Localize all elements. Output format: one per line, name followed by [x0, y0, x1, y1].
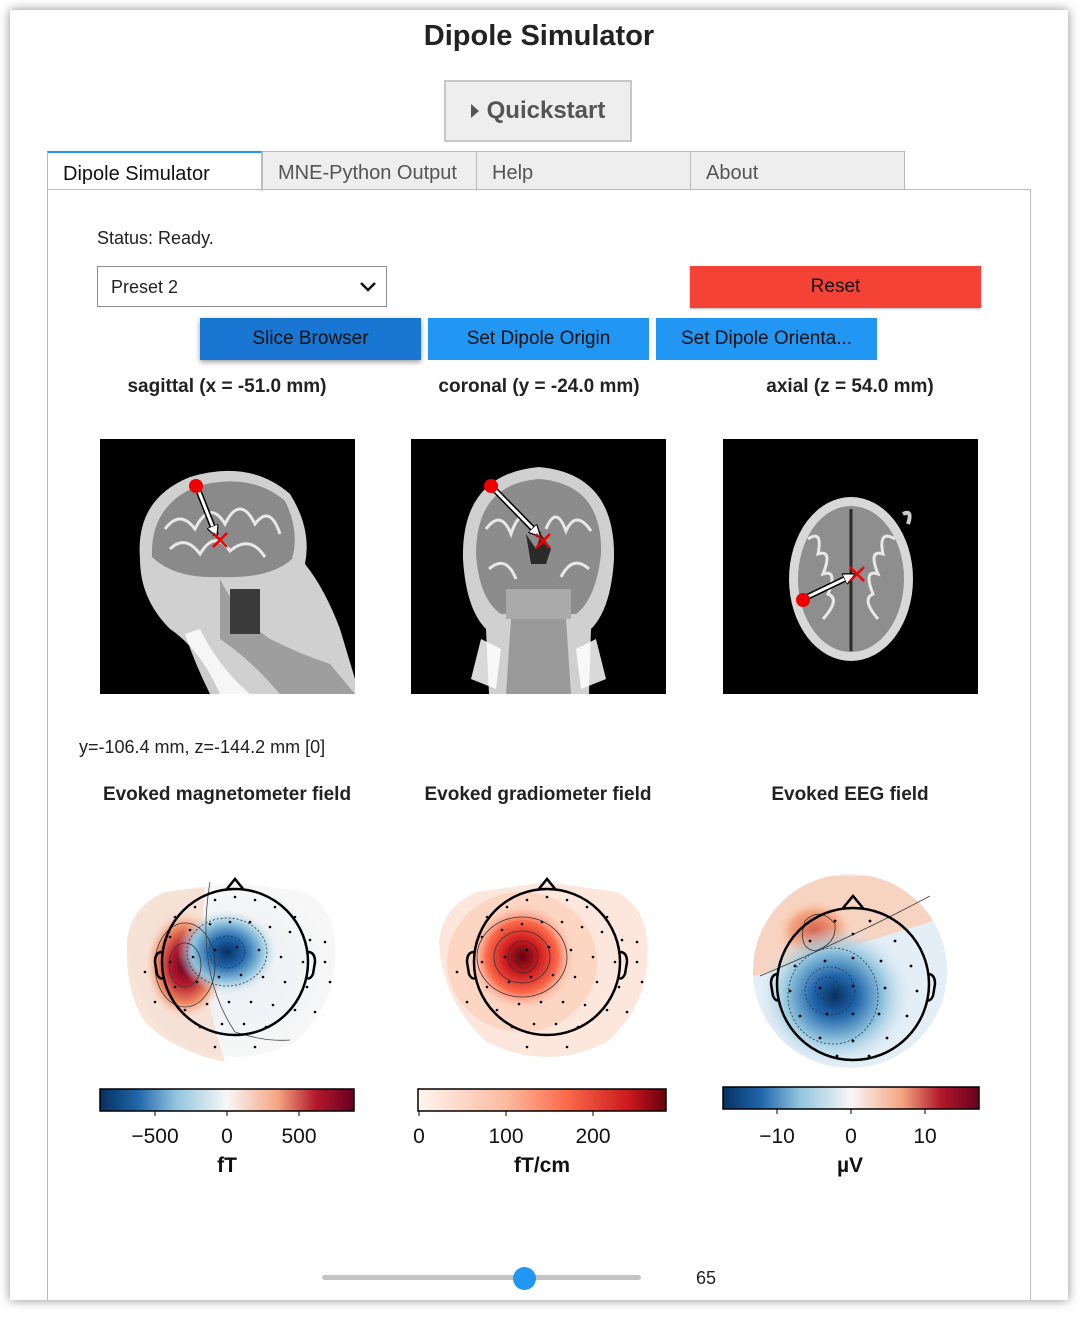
coronal-title: coronal (y = -24.0 mm) [438, 376, 640, 397]
tab-help[interactable]: Help [476, 151, 691, 190]
set-dipole-orientation-button[interactable]: Set Dipole Orienta... [656, 318, 877, 360]
cursor-coordinates: y=-106.4 mm, z=-144.2 mm [0] [79, 737, 326, 757]
sagittal-slice-view[interactable] [100, 439, 355, 694]
mag-unit: fT [217, 1154, 237, 1177]
app-window: Dipole Simulator Quickstart Dipole Simul… [10, 10, 1068, 1300]
time-slider-track[interactable] [322, 1275, 641, 1280]
mag-tick-neg: −500 [131, 1125, 179, 1148]
dipole-target-marker [849, 566, 865, 582]
eeg-title: Evoked EEG field [771, 784, 929, 805]
time-slider-value: 65 [696, 1268, 717, 1288]
gradiometer-colorbar [417, 1088, 667, 1116]
preset-select[interactable]: Preset 2 [97, 266, 387, 307]
dipole-origin-marker [189, 479, 203, 493]
axial-title: axial (z = 54.0 mm) [766, 376, 934, 397]
coronal-slice-view[interactable] [411, 439, 666, 694]
grad-tick-100: 100 [488, 1125, 524, 1148]
reset-button[interactable]: Reset [690, 266, 981, 308]
grad-tick-0: 0 [413, 1125, 425, 1148]
dipole-target-marker [212, 532, 228, 548]
mag-tick-zero: 0 [221, 1125, 233, 1148]
axial-slice-view[interactable] [723, 439, 978, 694]
eeg-tick-zero: 0 [845, 1125, 857, 1148]
eeg-tick-pos: 10 [913, 1125, 937, 1148]
sagittal-title: sagittal (x = -51.0 mm) [127, 376, 327, 397]
slice-browser-button[interactable]: Slice Browser [200, 318, 421, 360]
chevron-down-icon [360, 282, 376, 292]
gradiometer-topomap [439, 877, 648, 1057]
time-slider-thumb[interactable] [513, 1267, 536, 1290]
eeg-tick-neg: −10 [759, 1125, 795, 1148]
caret-right-icon [470, 104, 479, 118]
tab-dipole-simulator[interactable]: Dipole Simulator [47, 151, 262, 191]
set-dipole-origin-button[interactable]: Set Dipole Origin [428, 318, 649, 360]
quickstart-label: Quickstart [486, 97, 606, 124]
preset-selected-value: Preset 2 [111, 277, 179, 297]
quickstart-toggle[interactable]: Quickstart [444, 80, 632, 142]
dipole-target-marker [535, 533, 551, 549]
grad-unit: fT/cm [513, 1154, 571, 1177]
eeg-topomap [753, 874, 947, 1068]
magnetometer-title: Evoked magnetometer field [102, 784, 352, 805]
status-text: Status: Ready. [97, 228, 214, 248]
app-title: Dipole Simulator [423, 20, 655, 52]
tab-about[interactable]: About [690, 151, 905, 190]
tab-mne-python-output[interactable]: MNE-Python Output [262, 151, 477, 190]
eeg-colorbar [722, 1086, 980, 1114]
magnetometer-colorbar [99, 1088, 355, 1116]
dipole-origin-marker [484, 479, 498, 493]
magnetometer-topomap [126, 877, 336, 1062]
dipole-origin-marker [796, 593, 810, 607]
mag-tick-pos: 500 [281, 1125, 317, 1148]
eeg-unit: µV [836, 1154, 864, 1177]
grad-tick-200: 200 [575, 1125, 611, 1148]
gradiometer-title: Evoked gradiometer field [424, 784, 652, 805]
tab-panel [47, 189, 1031, 1300]
